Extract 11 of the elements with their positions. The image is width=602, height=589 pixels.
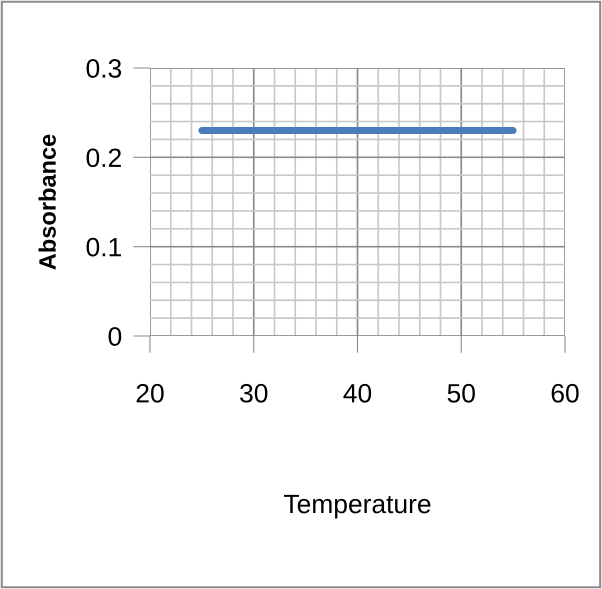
x-tick-label: 20: [136, 384, 164, 403]
y-axis-title: Absorbance: [38, 134, 56, 270]
y-tick-label: 0: [108, 327, 122, 346]
y-tick-label: 0.1: [86, 238, 121, 256]
x-tick-label: 30: [240, 384, 268, 403]
x-tick-label: 60: [552, 384, 579, 403]
y-tick-label: 0.2: [86, 148, 121, 168]
x-axis-title: Temperature: [284, 494, 430, 519]
y-tick-label: 0.3: [86, 59, 122, 78]
x-tick-label: 40: [343, 384, 372, 403]
x-tick-label: 50: [448, 384, 475, 403]
